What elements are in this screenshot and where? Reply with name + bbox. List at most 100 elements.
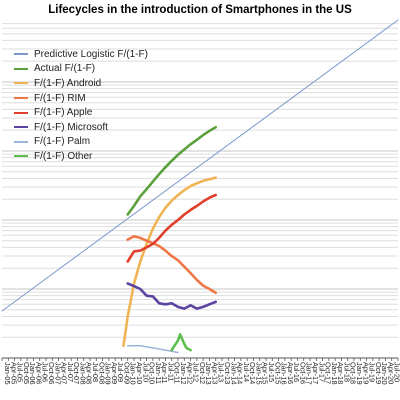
legend-swatch	[14, 126, 28, 129]
x-tick-label: Oct-19	[374, 362, 383, 384]
x-tick-label: Apr-09	[110, 362, 119, 384]
x-tick-label: Jan-10	[129, 362, 138, 385]
x-tick-label: Jan-05	[3, 362, 12, 385]
x-tick-label: Apr-17	[311, 362, 320, 384]
legend-label: F/(1-F) Palm	[34, 136, 91, 148]
legend-label: F/(1-F) RIM	[34, 92, 86, 104]
x-tick-label: Jan-13	[204, 362, 213, 385]
x-tick-label: Apr-19	[361, 362, 370, 384]
x-tick-label: Apr-13	[210, 362, 219, 384]
legend-swatch	[14, 140, 28, 143]
x-tick-label: Apr-05	[9, 362, 18, 384]
x-tick-label: Jan-09	[104, 362, 113, 385]
x-tick-label: Oct-15	[273, 362, 282, 384]
series-layer	[1, 19, 399, 354]
series-line	[126, 345, 179, 354]
x-tick-label: Jul-15	[267, 362, 276, 382]
x-tick-label: Jan-15	[254, 362, 263, 385]
legend-swatch	[14, 82, 28, 85]
legend-label: Actual F/(1-F)	[34, 63, 96, 75]
legend-swatch	[14, 97, 28, 100]
legend-entry: F/(1-F) Apple	[14, 105, 148, 120]
x-tick-label: Jul-13	[217, 362, 226, 382]
x-tick-label: Apr-07	[60, 362, 69, 384]
x-tick-label: Apr-15	[261, 362, 270, 384]
legend-label: F/(1-F) Apple	[34, 107, 93, 119]
x-tick-label: Oct-10	[148, 362, 157, 384]
x-tick-label: Jul-12	[192, 362, 201, 382]
legend: Predictive Logistic F/(1-F) Actual F/(1-F…	[14, 47, 148, 164]
x-tick-label: Apr-14	[236, 362, 245, 384]
x-tick-label: Apr-16	[286, 362, 295, 384]
series-line	[126, 282, 217, 310]
series-line	[126, 126, 217, 216]
x-tick-label: Oct-17	[324, 362, 333, 384]
x-tick-label: Oct-13	[223, 362, 232, 384]
x-tick-label: Jul-16	[292, 362, 301, 382]
series-line	[170, 333, 192, 352]
legend-swatch	[14, 111, 28, 114]
legend-swatch	[14, 53, 28, 56]
series-line	[126, 235, 217, 295]
legend-entry: F/(1-F) Android	[14, 76, 148, 91]
legend-label: F/(1-F) Microsoft	[34, 121, 108, 133]
x-tick-label: Jul-09	[116, 362, 125, 382]
x-tick-label: Jul-19	[368, 362, 377, 382]
legend-entry: Predictive Logistic F/(1-F)	[14, 47, 148, 62]
x-tick-label: Jul-06	[41, 362, 50, 382]
series-line	[122, 176, 217, 348]
x-tick-label: Apr-20	[386, 362, 395, 384]
x-tick-label: Apr-10	[135, 362, 144, 384]
x-tick-label: Apr-06	[34, 362, 43, 384]
x-tick-label: Apr-18	[336, 362, 345, 384]
x-tick-label: Jul-17	[317, 362, 326, 382]
x-tick-label: Apr-11	[160, 362, 169, 384]
legend-entry: F/(1-F) Other	[14, 149, 148, 164]
x-tick-label: Jan-14	[229, 362, 238, 385]
x-tick-label: Jan-16	[280, 362, 289, 385]
x-tick-label: Jul-20	[393, 362, 400, 382]
grid-lines	[2, 23, 398, 359]
x-tick-label: Jul-08	[91, 362, 100, 382]
x-tick-label: Oct-05	[22, 362, 31, 384]
x-tick-label: Oct-09	[122, 362, 131, 384]
x-tick-label: Jan-20	[380, 362, 389, 385]
x-tick-label: Oct-11	[173, 362, 182, 384]
legend-label: F/(1-F) Other	[34, 150, 93, 162]
x-tick-label: Jan-19	[355, 362, 364, 385]
chart-title: Lifecycles in the introduction of Smartp…	[48, 4, 352, 16]
legend-label: Predictive Logistic F/(1-F)	[34, 48, 148, 60]
x-tick-label: Jul-14	[242, 362, 251, 382]
x-tick-label: Oct-12	[198, 362, 207, 384]
x-tick-label: Jul-07	[66, 362, 75, 382]
x-tick-label: Jul-10	[141, 362, 150, 382]
x-tick-label: Oct-14	[248, 362, 257, 384]
x-tick-label: Jul-11	[166, 362, 175, 382]
x-tick-label: Jan-17	[305, 362, 314, 385]
legend-label: F/(1-F) Android	[34, 77, 102, 89]
x-tick-label: Apr-12	[185, 362, 194, 384]
legend-swatch	[14, 67, 28, 70]
x-tick-label: Jan-07	[53, 362, 62, 385]
series-line	[126, 193, 217, 263]
x-tick-label: Jan-18	[330, 362, 339, 385]
x-tick-label: Oct-08	[97, 362, 106, 384]
x-tick-label: Jan-12	[179, 362, 188, 385]
x-tick-label: Oct-06	[47, 362, 56, 384]
series-line	[1, 19, 399, 312]
legend-swatch	[14, 155, 28, 158]
x-tick-label: Apr-08	[85, 362, 94, 384]
x-tick-label: Oct-16	[298, 362, 307, 384]
x-tick-label: Jul-05	[16, 362, 25, 382]
x-tick-label: Jul-18	[342, 362, 351, 382]
legend-entry: F/(1-F) Palm	[14, 135, 148, 150]
x-axis: Jan-05Apr-05Jul-05Oct-05Jan-06Apr-06Jul-…	[1, 357, 400, 385]
legend-entry: F/(1-F) RIM	[14, 91, 148, 106]
x-tick-label: Jan-08	[78, 362, 87, 385]
x-tick-label: Oct-18	[349, 362, 358, 384]
x-tick-label: Jan-11	[154, 362, 163, 384]
legend-entry: F/(1-F) Microsoft	[14, 120, 148, 135]
x-tick-label: Oct-07	[72, 362, 81, 384]
x-tick-label: Jan-06	[28, 362, 37, 385]
